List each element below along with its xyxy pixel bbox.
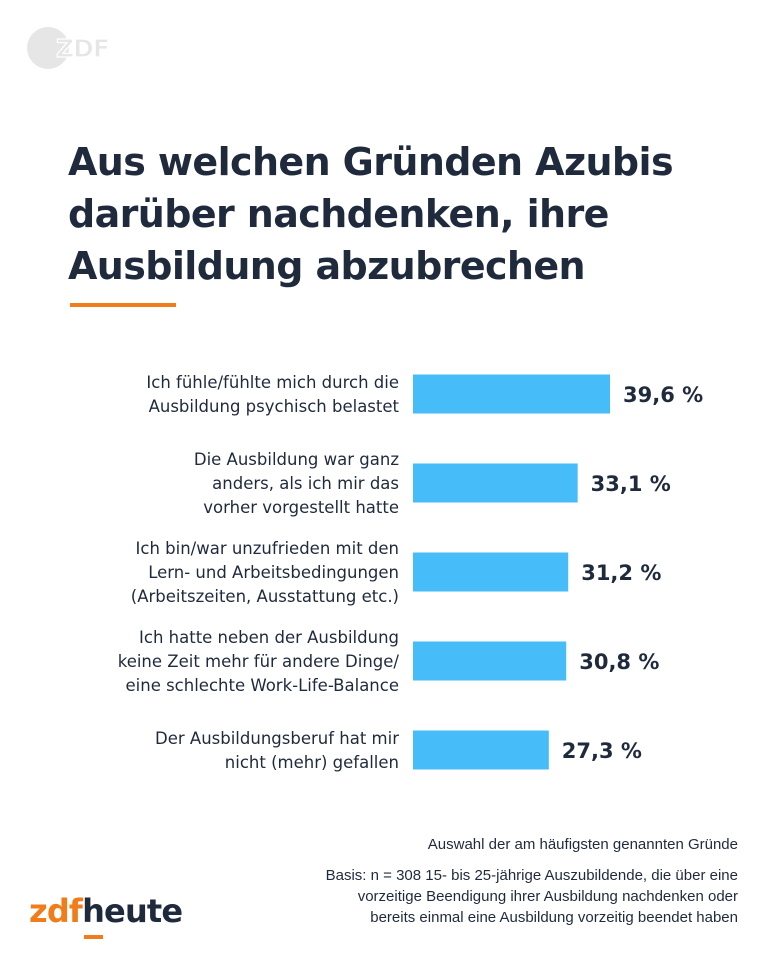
bar-value-label: 39,6 % (623, 383, 703, 407)
chart-footnote: Auswahl der am häufigsten genannten Grün… (218, 834, 738, 928)
category-label-line: Ausbildung psychisch belastet (149, 397, 400, 416)
category-label: Ich bin/war unzufrieden mit den Lern- und… (131, 539, 399, 606)
category-label-line: Lern- und Arbeitsbedingungen (148, 563, 399, 582)
category-label-line: (Arbeitszeiten, Ausstattung etc.) (131, 587, 399, 606)
category-label-line: Der Ausbildungsberuf hat mir (155, 729, 399, 748)
basis-line: bereits einmal eine Ausbildung vorzeitig… (370, 909, 738, 926)
category-label-line: Ich bin/war unzufrieden mit den (136, 539, 400, 558)
title-accent-line (70, 303, 176, 307)
bar-value-label: 33,1 % (591, 472, 671, 496)
category-label-line: eine schlechte Work-Life-Balance (126, 676, 400, 695)
zdf-logo-icon: ZDF (27, 27, 111, 69)
bar-value-label: 30,8 % (579, 650, 659, 674)
title-line: Aus welchen Gründen Azubis (68, 140, 674, 184)
basis-line: vorzeitige Beendigung ihrer Ausbildung n… (357, 888, 738, 905)
category-label-line: anders, als ich mir das (212, 474, 399, 493)
selection-note: Auswahl der am häufigsten genannten Grün… (427, 836, 738, 853)
zdfheute-logo: zdfheute (29, 886, 183, 936)
page-title: Aus welchen Gründen Azubis darüber nachd… (68, 136, 708, 292)
bar-chart: 39,6 % Ich fühle/fühlte mich durch die Aus… (118, 373, 703, 772)
category-label-line: nicht (mehr) gefallen (225, 753, 399, 772)
zdf-logo-text: ZDF (56, 34, 109, 63)
category-label-line: vorher vorgestellt hatte (203, 498, 399, 517)
bar (413, 374, 610, 414)
title-line: darüber nachdenken, ihre (68, 192, 609, 236)
category-label-line: Ich fühle/fühlte mich durch die (146, 373, 399, 392)
brand-zdf: zdf (29, 892, 83, 930)
bar-value-label: 27,3 % (562, 739, 642, 763)
bar (413, 463, 578, 503)
category-label-line: Ich hatte neben der Ausbildung (139, 628, 399, 647)
category-label: Ich hatte neben der Ausbildung keine Zeit… (118, 628, 400, 695)
bar-value-label: 31,2 % (581, 561, 661, 585)
basis-line: Basis: n = 308 15- bis 25-jährige Auszub… (325, 867, 738, 884)
category-label-line: keine Zeit mehr für andere Dinge/ (118, 652, 400, 671)
bar (413, 730, 549, 770)
category-label: Ich fühle/fühlte mich durch die Ausbildun… (146, 373, 399, 416)
category-label-line: Die Ausbildung war ganz (194, 450, 399, 469)
brand-heute: heute (82, 892, 183, 930)
bar (413, 641, 567, 681)
category-label: Der Ausbildungsberuf hat mir nicht (mehr)… (155, 729, 399, 772)
bar (413, 552, 569, 592)
category-label: Die Ausbildung war ganz anders, als ich m… (194, 450, 399, 517)
title-line: Ausbildung abzubrechen (68, 244, 586, 288)
